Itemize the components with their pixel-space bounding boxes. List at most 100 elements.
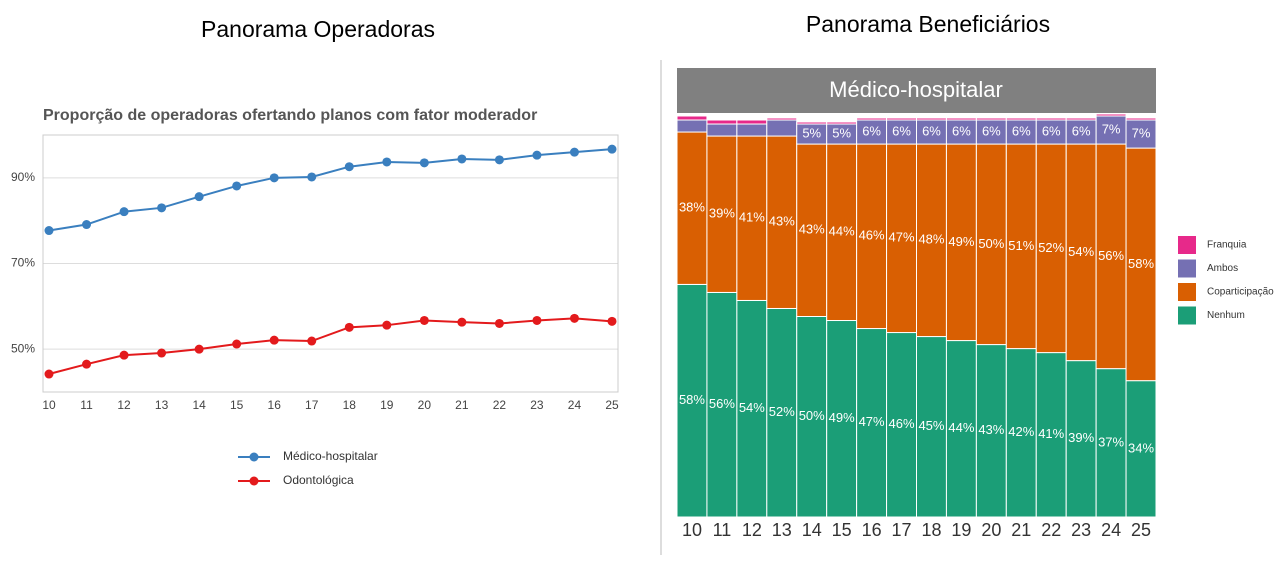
x-tick-label: 20 [418, 398, 432, 412]
x-tick-label: 22 [493, 398, 507, 412]
data-point [119, 350, 129, 360]
x-tick-label: 18 [921, 520, 941, 540]
data-point [82, 220, 92, 230]
value-label: 41% [739, 210, 765, 225]
x-tick-label: 17 [305, 398, 319, 412]
data-point [307, 172, 317, 182]
x-tick-label: 16 [862, 520, 882, 540]
x-tick-label: 15 [832, 520, 852, 540]
value-label: 34% [1128, 440, 1154, 455]
data-point [419, 315, 429, 325]
x-tick-label: 13 [772, 520, 792, 540]
bar-segment [706, 119, 738, 125]
data-point [382, 320, 392, 330]
data-point [457, 154, 467, 164]
value-label: 58% [1128, 256, 1154, 271]
data-point [194, 192, 204, 202]
data-point [569, 147, 579, 157]
bar-segment [1125, 117, 1157, 121]
value-label: 6% [1012, 123, 1031, 138]
x-tick-label: 25 [1131, 520, 1151, 540]
legend-label: Odontológica [283, 473, 354, 487]
value-label: 6% [982, 123, 1001, 138]
bar-segment [1005, 117, 1037, 121]
data-point [157, 203, 167, 213]
x-tick-label: 17 [892, 520, 912, 540]
series-line [48, 148, 613, 232]
bar-segment [1065, 143, 1097, 362]
data-point [419, 158, 429, 168]
value-label: 56% [1098, 248, 1124, 263]
value-label: 44% [829, 224, 855, 239]
legend-marker [249, 452, 259, 462]
data-point [344, 162, 354, 172]
x-tick-label: 23 [530, 398, 544, 412]
legend-label: Nenhum [1207, 310, 1245, 321]
value-label: 39% [1068, 430, 1094, 445]
y-tick-label: 90% [11, 170, 35, 184]
bar-segment [1005, 119, 1037, 145]
data-point [494, 318, 504, 328]
legend-swatch [1178, 259, 1196, 278]
value-label: 43% [769, 214, 795, 229]
bar-segment [945, 143, 977, 342]
value-label: 48% [918, 232, 944, 247]
data-point [494, 155, 504, 165]
bar-segment [975, 143, 1007, 346]
value-label: 51% [1008, 238, 1034, 253]
x-tick-label: 22 [1041, 520, 1061, 540]
bar-segment [886, 332, 917, 518]
bar-segment [1065, 119, 1097, 145]
value-label: 42% [1008, 424, 1034, 439]
bar-segment [945, 117, 977, 121]
x-tick-label: 11 [713, 520, 732, 540]
x-tick-label: 20 [981, 520, 1001, 540]
x-tick-label: 12 [117, 398, 131, 412]
data-point [457, 317, 467, 327]
plot-frame [42, 134, 619, 393]
y-tick-label: 50% [11, 341, 35, 355]
x-tick-label: 21 [455, 398, 469, 412]
bar-segment [766, 307, 798, 518]
x-tick-label: 23 [1071, 520, 1091, 540]
value-label: 43% [799, 222, 825, 237]
legend-swatch [1178, 236, 1196, 254]
x-tick-label: 18 [343, 398, 357, 412]
bar-segment [1065, 117, 1097, 121]
value-label: 50% [799, 408, 825, 423]
data-point [119, 207, 129, 217]
bar-segment [796, 316, 828, 518]
value-label: 41% [1038, 426, 1064, 441]
bar-segment [676, 115, 708, 121]
value-label: 46% [889, 416, 915, 431]
x-tick-label: 13 [155, 398, 169, 412]
bar-segment [886, 143, 917, 334]
value-label: 50% [978, 236, 1004, 251]
value-label: 7% [1132, 125, 1151, 140]
data-point [382, 157, 392, 167]
bar-segment [1125, 147, 1157, 382]
bar-segment [886, 117, 917, 121]
bar-segment [766, 119, 798, 137]
value-label: 54% [1068, 244, 1094, 259]
bar-segment [1125, 380, 1157, 518]
value-label: 47% [859, 414, 885, 429]
bar-segment [796, 121, 828, 125]
value-label: 6% [892, 123, 911, 138]
x-tick-label: 21 [1011, 520, 1031, 540]
bar-segment [1005, 348, 1037, 518]
value-label: 56% [709, 396, 735, 411]
data-point [569, 313, 579, 323]
x-tick-label: 11 [80, 398, 93, 412]
bar-segment [826, 121, 858, 125]
legend-marker [249, 476, 259, 486]
legend-swatch [1178, 306, 1196, 325]
bar-segment [916, 117, 947, 121]
y-tick-label: 70% [11, 256, 35, 270]
legend-label: Ambos [1207, 263, 1238, 274]
value-label: 6% [1072, 123, 1091, 138]
bar-segment [736, 123, 768, 137]
data-point [607, 316, 617, 326]
value-label: 47% [889, 230, 915, 245]
